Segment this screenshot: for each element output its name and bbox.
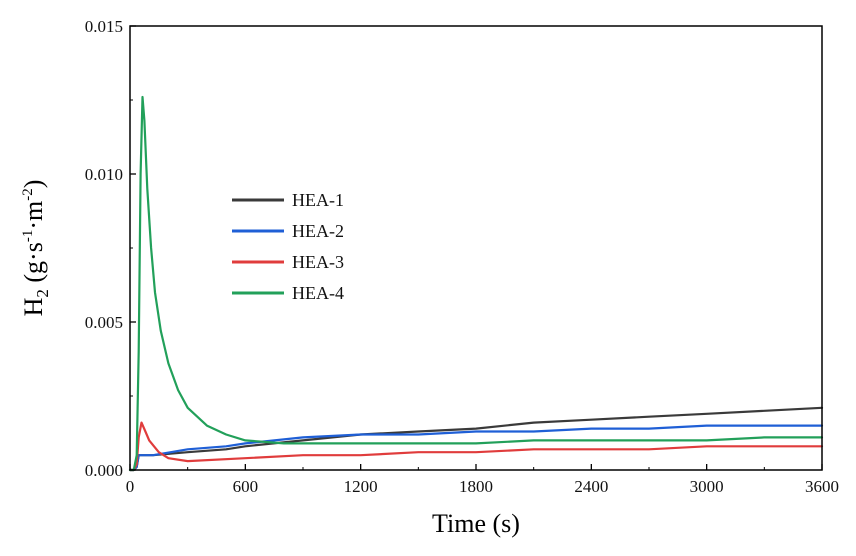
legend: HEA-1 HEA-2 HEA-3 HEA-4 <box>232 190 344 303</box>
y-axis-title-units-close: ) <box>19 180 48 189</box>
x-tick-label: 1200 <box>344 477 378 496</box>
x-tick-label: 2400 <box>574 477 608 496</box>
y-axis-title-exp2: -2 <box>20 188 36 201</box>
axis-ticks: 0 600 1200 1800 2400 3000 3600 0.000 0.005 0.010 0… <box>85 17 839 496</box>
y-axis-title-units-mid: ·m <box>19 201 48 230</box>
y-tick-label: 0.015 <box>85 17 123 36</box>
y-axis-title-main: H <box>19 297 48 316</box>
x-tick-label: 1800 <box>459 477 493 496</box>
y-axis-title-subscript: 2 <box>33 289 52 298</box>
legend-label: HEA-1 <box>292 190 344 210</box>
x-axis-title: Time (s) <box>432 509 520 538</box>
y-tick-label: 0.010 <box>85 165 123 184</box>
x-tick-label: 0 <box>126 477 135 496</box>
series-line-hea-3 <box>128 421 824 472</box>
x-tick-label: 3600 <box>805 477 839 496</box>
legend-label: HEA-3 <box>292 252 344 272</box>
legend-label: HEA-2 <box>292 221 344 241</box>
x-tick-label: 600 <box>233 477 259 496</box>
series-line-hea-4 <box>128 95 824 472</box>
legend-label: HEA-4 <box>292 283 344 303</box>
x-tick-label: 3000 <box>690 477 724 496</box>
plot-frame <box>129 25 823 471</box>
y-axis-title-exp1: -1 <box>20 230 36 243</box>
plot-lines <box>128 95 824 472</box>
y-tick-label: 0.005 <box>85 313 123 332</box>
y-axis-title: H2 (g·s-1·m-2) <box>19 180 52 317</box>
y-tick-label: 0.000 <box>85 461 123 480</box>
y-axis-title-units-open: (g·s <box>19 242 48 289</box>
y-axis-title-group: H2 (g·s-1·m-2) <box>19 180 52 317</box>
series-line-hea-2 <box>128 424 824 472</box>
